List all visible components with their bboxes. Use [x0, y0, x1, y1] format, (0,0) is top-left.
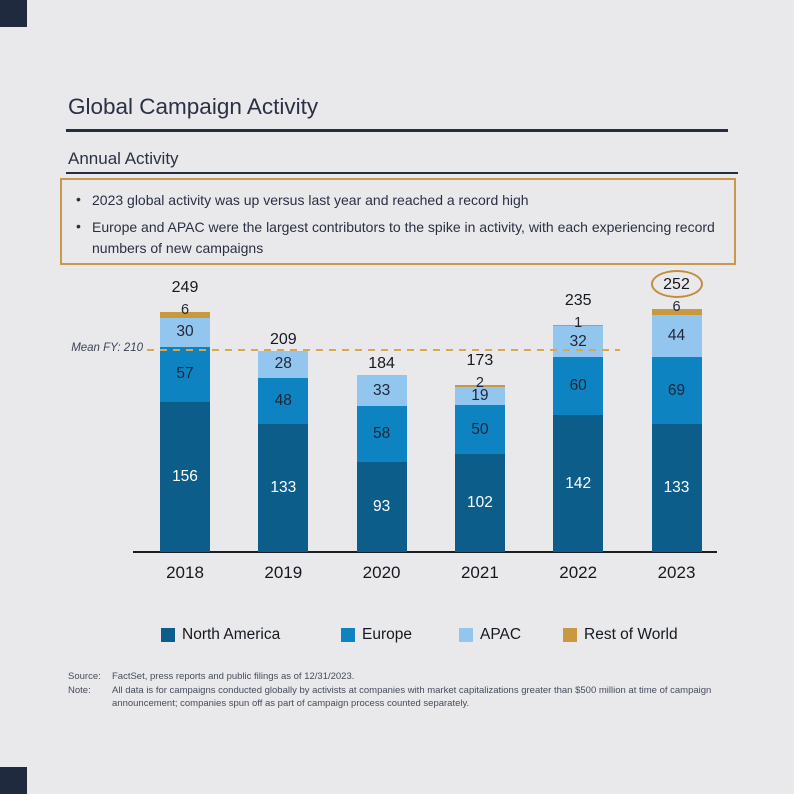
segment-value-label: 93	[372, 498, 391, 516]
note-label: Note:	[68, 685, 91, 696]
x-axis-label: 2019	[264, 563, 303, 582]
segment-value-label: 133	[270, 478, 297, 496]
segment-value-label: 48	[274, 391, 292, 409]
bar-segment	[651, 314, 702, 358]
bar-total-label: 235	[564, 292, 592, 310]
segment-value-label: 102	[466, 493, 493, 511]
bar-segment	[651, 309, 702, 315]
segment-value-label: 44	[667, 327, 686, 345]
rest-of-world-value-label: 6	[672, 299, 681, 316]
key-takeaways-box: 2023 global activity was up versus last …	[60, 178, 736, 265]
bullet-item: Europe and APAC were the largest contrib…	[75, 216, 718, 258]
bar-total-label: 249	[171, 278, 199, 296]
segment-value-label: 33	[372, 381, 391, 399]
rest-of-world-value-label: 2	[475, 375, 484, 392]
legend-swatch	[161, 628, 175, 642]
bullet-list: 2023 global activity was up versus last …	[75, 189, 718, 258]
section-subtitle: Annual Activity	[68, 149, 179, 168]
corner-decoration-bottom-left	[0, 767, 27, 794]
bar-segment	[356, 462, 407, 552]
legend-item-rest-of-world: Rest of World	[563, 626, 678, 644]
legend-label: APAC	[480, 626, 522, 643]
chart-legend: North America Europe APAC Rest of World	[0, 626, 794, 648]
x-axis-line	[133, 551, 717, 553]
record-highlight-ellipse	[650, 270, 703, 299]
bar-segment	[454, 385, 505, 388]
bullet-item: 2023 global activity was up versus last …	[75, 189, 718, 210]
segment-value-label: 142	[565, 474, 592, 492]
bar-segment	[356, 374, 407, 407]
x-axis-label: 2021	[460, 563, 499, 582]
bar-segment	[553, 326, 604, 358]
legend-swatch	[459, 628, 473, 642]
segment-value-label: 32	[569, 332, 587, 350]
rest-of-world-value-label: 6	[180, 301, 190, 318]
x-axis-label: 2020	[362, 563, 401, 582]
bar-segment	[454, 453, 505, 552]
bar-segment	[356, 406, 407, 463]
legend-swatch	[563, 628, 577, 642]
segment-value-label: 30	[176, 323, 194, 341]
segment-value-label: 57	[176, 365, 194, 383]
segment-value-label: 19	[471, 387, 489, 405]
bar-segment	[454, 387, 505, 406]
segment-value-label: 28	[274, 355, 292, 373]
segment-value-label: 69	[667, 381, 686, 399]
mean-line-label: Mean FY: 210	[71, 341, 143, 354]
segment-value-label: 50	[471, 420, 489, 438]
bar-segment	[258, 377, 309, 424]
bar-segment	[160, 311, 210, 318]
bar-segment	[258, 423, 309, 552]
title-divider	[66, 129, 728, 132]
legend-label: Europe	[362, 626, 412, 643]
bar-total-label: 184	[368, 354, 395, 372]
x-axis-label: 2023	[657, 563, 696, 582]
legend-item-europe: Europe	[341, 626, 412, 644]
note-text: All data is for campaigns conducted glob…	[112, 685, 712, 710]
page-title: Global Campaign Activity	[68, 94, 319, 119]
bar-segment	[258, 350, 309, 378]
segment-value-label: 133	[663, 478, 690, 496]
legend-item-north-america: North America	[161, 626, 280, 644]
corner-decoration-top-left	[0, 0, 27, 27]
bar-segment	[160, 317, 210, 347]
bar-segment	[160, 346, 210, 402]
rest-of-world-value-label: 1	[574, 315, 583, 332]
segment-value-label: 60	[569, 377, 587, 395]
x-axis-label: 2018	[166, 563, 204, 582]
legend-item-apac: APAC	[459, 626, 521, 644]
legend-swatch	[341, 628, 355, 642]
bar-segment	[553, 357, 604, 416]
legend-label: North America	[182, 626, 281, 643]
source-label: Source:	[68, 671, 101, 682]
bar-segment	[553, 415, 604, 552]
stacked-bar-chart: Mean FY: 210 156 57 30 6 249 2018 133 48 28 209 20…	[0, 270, 794, 615]
bar-segment	[454, 405, 505, 454]
bar-total-label: 209	[269, 330, 297, 348]
subtitle-divider	[66, 172, 738, 174]
x-axis-label: 2022	[559, 563, 598, 582]
segment-value-label: 58	[372, 425, 391, 443]
bar-segment	[160, 401, 210, 552]
bar-segment	[651, 423, 702, 552]
mean-dashed-line	[147, 348, 620, 352]
legend-label: Rest of World	[584, 626, 678, 643]
bar-segment	[651, 357, 702, 424]
bar-segment	[553, 325, 604, 327]
bar-total-label: 173	[466, 352, 494, 370]
source-text: FactSet, press reports and public filing…	[112, 671, 355, 682]
segment-value-label: 156	[172, 467, 198, 485]
